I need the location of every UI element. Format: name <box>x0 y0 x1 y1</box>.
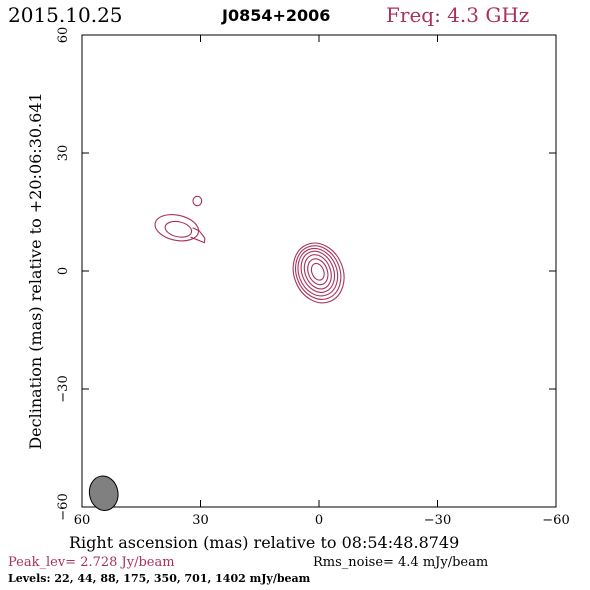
y-axis-label: Declination (mas) relative to +20:06:30.… <box>26 92 45 449</box>
x-axis-label: Right ascension (mas) relative to 08:54:… <box>69 533 459 552</box>
y-tick-label: 0 <box>56 267 71 275</box>
axis-ticks <box>81 34 557 508</box>
peak-level: Peak_lev= 2.728 Jy/beam <box>8 555 175 570</box>
x-tick-label: −30 <box>424 513 451 528</box>
contour-level-4 <box>300 250 336 293</box>
contour-level-1 <box>192 195 203 207</box>
contour-level-1 <box>190 227 206 244</box>
contour-level-2 <box>164 220 193 238</box>
contour-layer <box>154 195 345 304</box>
component-compact-blob <box>192 195 203 207</box>
contour-level-5 <box>303 254 332 290</box>
contour-level-3 <box>297 247 339 297</box>
restoring-beam <box>88 475 119 511</box>
source-name: J0854+2006 <box>221 6 330 25</box>
y-tick-label: 30 <box>56 145 71 162</box>
x-tick-label: −60 <box>542 513 569 528</box>
y-tick-labels: 60 30 0 −30 −60 <box>56 27 71 521</box>
component-jet-tail <box>190 227 206 244</box>
beam-layer <box>88 475 119 511</box>
contour-level-1 <box>154 214 200 242</box>
contour-level-6 <box>307 258 329 286</box>
observation-date: 2015.10.25 <box>8 3 123 27</box>
y-tick-label: −60 <box>56 493 71 520</box>
contour-levels: Levels: 22, 44, 88, 175, 350, 701, 1402 … <box>8 572 311 585</box>
rms-noise: Rms_noise= 4.4 mJy/beam <box>313 555 488 570</box>
frequency-label: Freq: 4.3 GHz <box>386 3 529 27</box>
component-jet-knot <box>154 214 200 242</box>
contour-level-1 <box>292 242 345 304</box>
contour-level-2 <box>295 245 342 300</box>
y-tick-label: −30 <box>56 375 71 402</box>
x-tick-label: 60 <box>74 513 91 528</box>
x-tick-label: 0 <box>315 513 323 528</box>
x-tick-label: 30 <box>192 513 209 528</box>
contour-level-7 <box>310 262 325 281</box>
x-tick-labels: 60 30 0 −30 −60 <box>74 513 570 528</box>
component-core <box>292 242 345 304</box>
y-tick-label: 60 <box>56 27 71 44</box>
plot-frame <box>81 34 557 508</box>
